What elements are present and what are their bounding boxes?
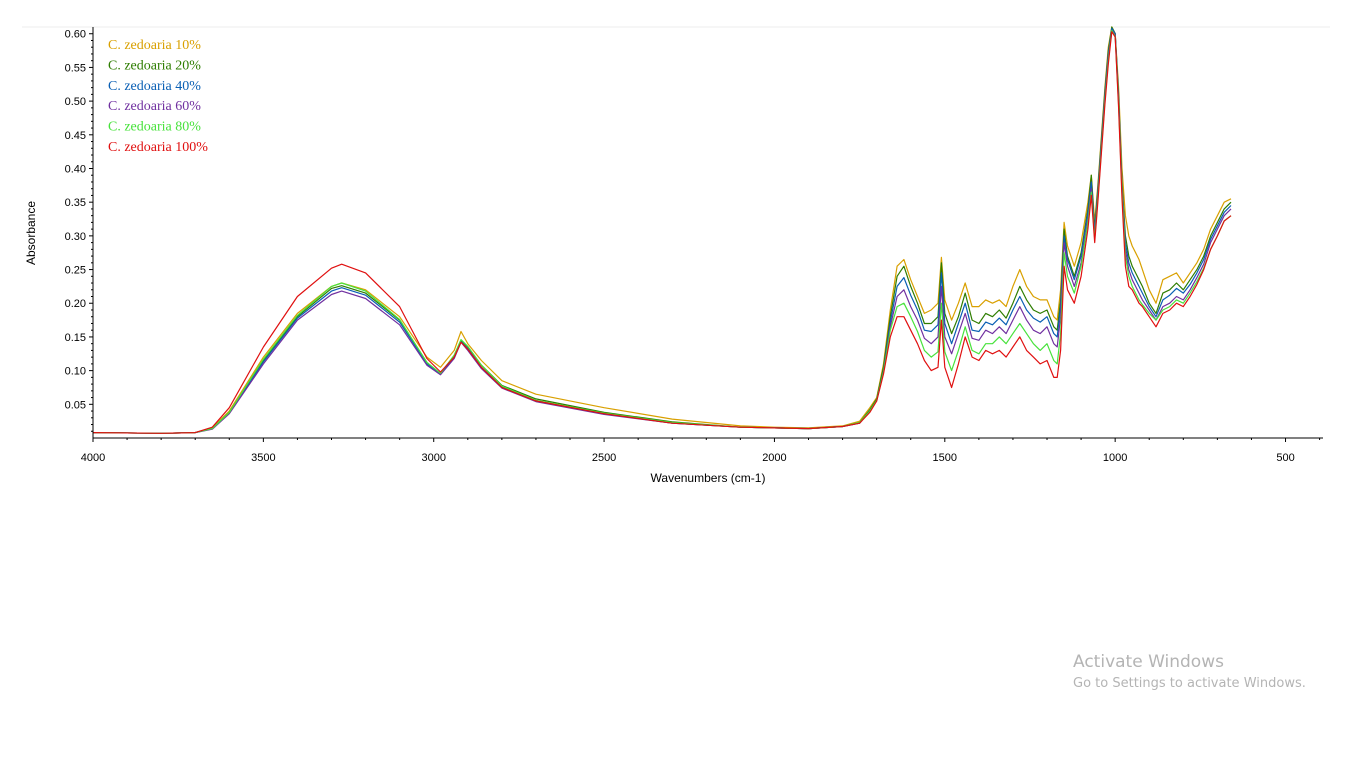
legend-entry: C. zedoaria 10%: [108, 38, 201, 53]
series-line-c-zedoaria-100: [92, 31, 1232, 434]
legend: C. zedoaria 10% C. zedoaria 20% C. zedoari…: [108, 38, 208, 155]
series-line-c-zedoaria-40: [92, 27, 1232, 434]
x-tick-label: 3500: [251, 452, 275, 464]
x-tick-label: 1500: [933, 452, 957, 464]
x-tick-label: 2000: [762, 452, 786, 464]
y-tick-label: 0.10: [65, 366, 86, 378]
y-axis-title: Absorbance: [24, 201, 38, 265]
y-tick-label: 0.15: [65, 332, 86, 344]
y-tick-label: 0.35: [65, 197, 86, 209]
legend-entry: C. zedoaria 80%: [108, 120, 201, 135]
legend-entry: C. zedoaria 60%: [108, 99, 201, 114]
series-line-c-zedoaria-60: [92, 29, 1232, 434]
y-ticks: 0.05 0.10 0.15 0.20 0.25 0.30 0.35 0.40 0.45 0.50…: [65, 29, 93, 432]
series-line-c-zedoaria-80: [92, 29, 1232, 434]
x-axis-title: Wavenumbers (cm-1): [651, 471, 766, 485]
series-line-c-zedoaria-20: [92, 26, 1232, 434]
y-tick-label: 0.25: [65, 265, 86, 277]
x-tick-label: 1000: [1103, 452, 1127, 464]
legend-entry: C. zedoaria 40%: [108, 79, 201, 94]
x-tick-label: 3000: [421, 452, 445, 464]
y-tick-label: 0.55: [65, 62, 86, 74]
y-tick-label: 0.30: [65, 231, 86, 243]
x-tick-label: 4000: [81, 452, 105, 464]
y-tick-label: 0.40: [65, 163, 86, 175]
y-tick-label: 0.60: [65, 29, 86, 41]
y-tick-label: 0.50: [65, 96, 86, 108]
x-tick-label: 2500: [592, 452, 616, 464]
x-ticks: 4000 3500 3000 2500 2000 1500 1000 500: [81, 438, 1321, 464]
series-line-c-zedoaria-10: [92, 26, 1232, 434]
watermark-title: Activate Windows: [1073, 652, 1224, 672]
legend-entry: C. zedoaria 20%: [108, 58, 201, 73]
y-tick-label: 0.05: [65, 399, 86, 411]
axes: [92, 27, 1323, 439]
y-tick-label: 0.20: [65, 298, 86, 310]
y-tick-label: 0.45: [65, 130, 86, 142]
watermark-subtitle: Go to Settings to activate Windows.: [1073, 676, 1306, 691]
x-tick-label: 500: [1276, 452, 1294, 464]
activate-windows-watermark: Activate Windows Go to Settings to activ…: [1073, 651, 1306, 695]
plot-lines: [92, 26, 1232, 434]
legend-entry: C. zedoaria 100%: [108, 140, 208, 155]
